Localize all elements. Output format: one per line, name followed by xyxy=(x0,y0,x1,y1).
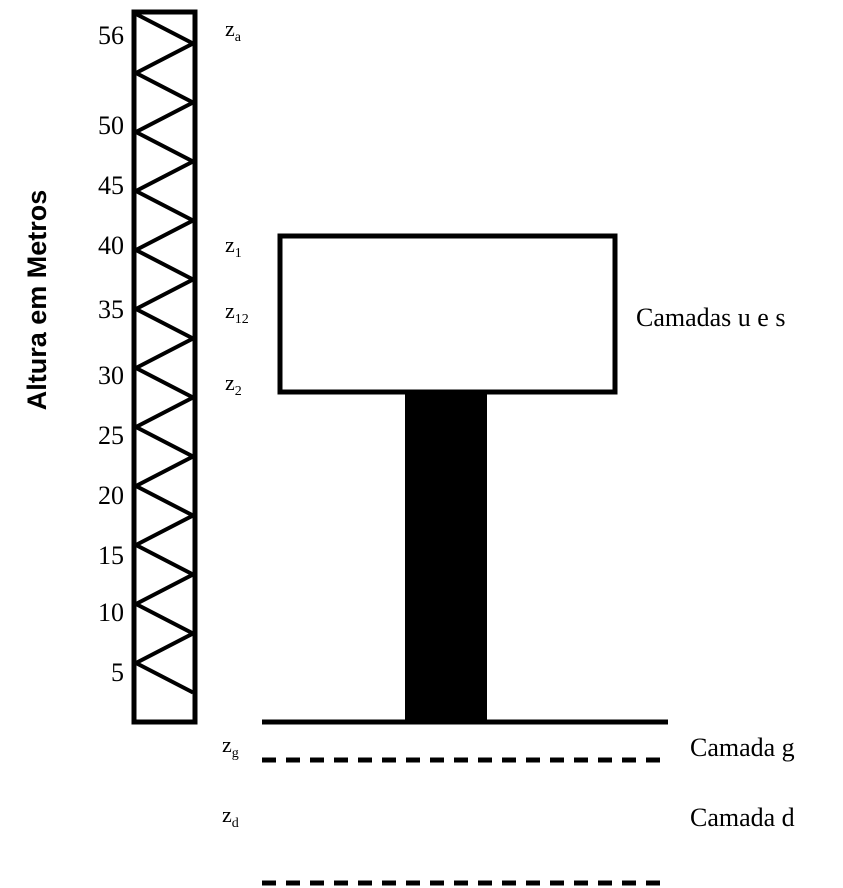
axis-label: 45 xyxy=(98,171,124,200)
level-sub: 12 xyxy=(235,312,249,327)
canopy-box xyxy=(277,233,618,395)
level-label: z12 xyxy=(225,298,249,327)
level-label: za xyxy=(225,16,242,45)
layer-label: Camadas u e s xyxy=(636,303,785,332)
level-label: zg xyxy=(222,732,239,761)
level-main: z xyxy=(222,802,232,827)
layer-label: Camada g xyxy=(690,733,795,762)
tower-zigzag xyxy=(131,12,198,695)
axis-label: 30 xyxy=(98,361,124,390)
level-main: z xyxy=(225,16,235,41)
axis-label: 35 xyxy=(98,295,124,324)
trunk xyxy=(405,392,487,722)
axis-label: 20 xyxy=(98,481,124,510)
level-label: z2 xyxy=(225,370,242,399)
axis-label: 10 xyxy=(98,598,124,627)
level-sub: d xyxy=(232,816,239,831)
axis-label: 50 xyxy=(98,111,124,140)
axis-label: 5 xyxy=(111,658,124,687)
axis-label: 40 xyxy=(98,231,124,260)
axis-label: 15 xyxy=(98,541,124,570)
level-sub: a xyxy=(235,30,242,45)
level-sub: 1 xyxy=(235,246,242,261)
level-main: z xyxy=(225,232,235,257)
level-label: z1 xyxy=(225,232,242,261)
axis-label: 56 xyxy=(98,21,124,50)
layer-label: Camada d xyxy=(690,803,795,832)
axis-label: 25 xyxy=(98,421,124,450)
tower xyxy=(131,9,198,725)
level-main: z xyxy=(222,732,232,757)
level-sub: g xyxy=(232,746,239,761)
level-sub: 2 xyxy=(235,384,242,399)
level-label: zd xyxy=(222,802,239,831)
axis-title: Altura em Metros xyxy=(22,190,52,411)
level-main: z xyxy=(225,298,235,323)
level-main: z xyxy=(225,370,235,395)
